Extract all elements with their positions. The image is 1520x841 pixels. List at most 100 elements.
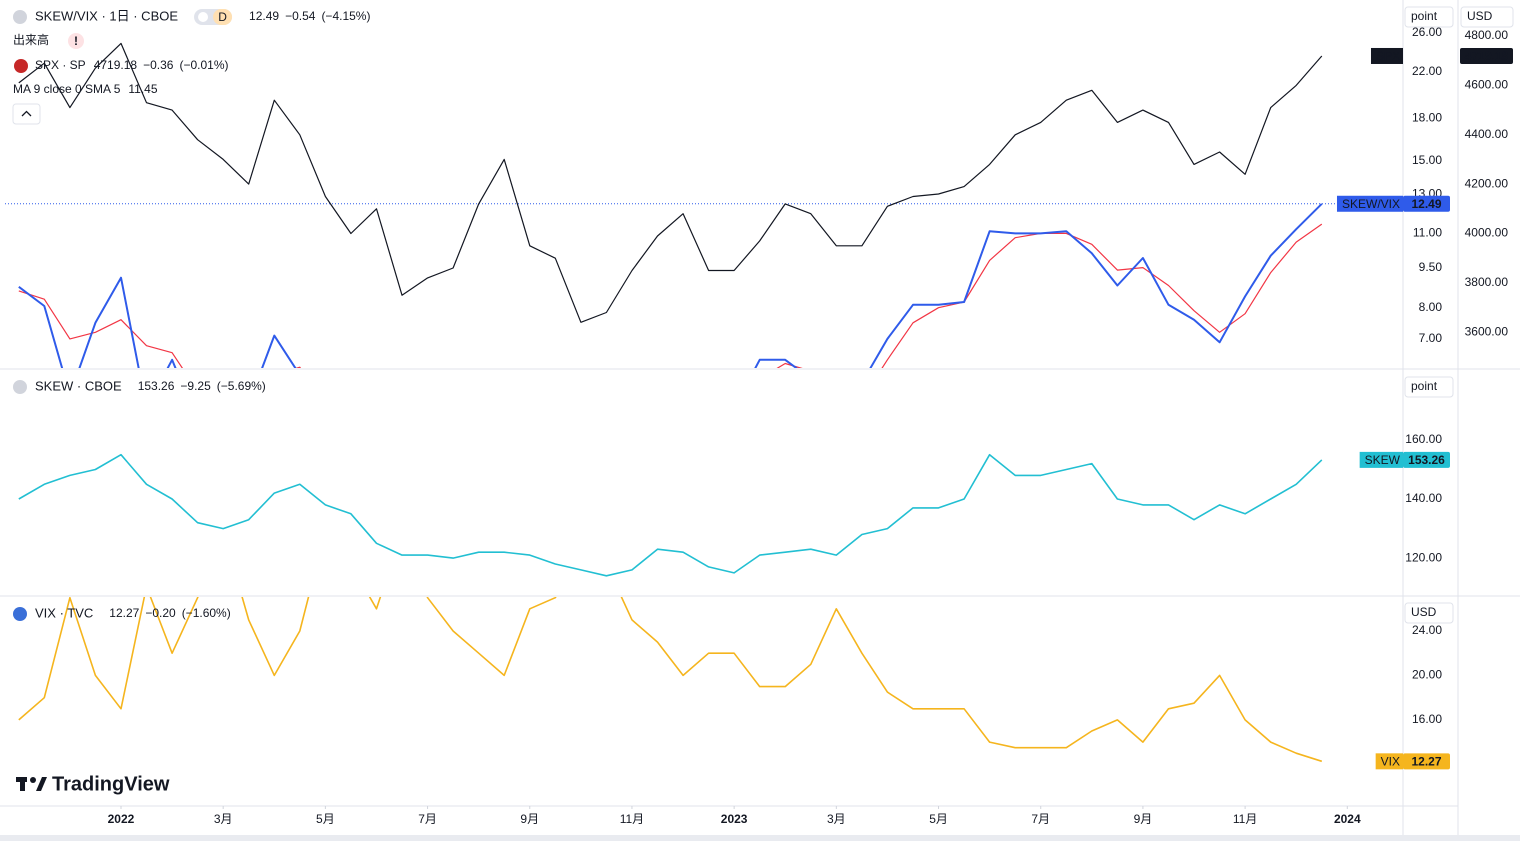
price-tag-name: SKEW/VIX [1342,197,1400,211]
legend-value: 12.27 [109,606,139,620]
price-tag [1375,753,1403,770]
axis-button [1404,376,1454,398]
legend-change: −0.36 [143,58,174,72]
y-tick-label: 7.00 [1419,331,1443,345]
x-tick-label: 3月 [214,812,233,826]
tradingview-logo [16,777,47,791]
x-tick-label: 5月 [316,812,335,826]
legend-change-pct: (−0.01%) [179,58,228,72]
bottom-bar [0,835,1520,841]
y2-tick-label: 4000.00 [1465,226,1509,240]
plot [18,453,1323,577]
x-tick-label: 2022 [108,812,135,826]
y-tick-label: 120.00 [1405,550,1442,564]
legend-change: −9.25 [180,379,211,393]
symbol-icon [13,380,27,394]
x-tick-label: 3月 [827,812,846,826]
x-tick-label: 2024 [1334,812,1361,826]
y2-tick-label: 4800.00 [1465,28,1509,42]
price-tag-value: 4719.18 [1465,49,1509,63]
price-tag-value: 12.27 [1411,755,1441,769]
legend-value: 12.49 [249,9,279,23]
x-tick-label: 7月 [418,812,437,826]
legend-change-pct: (−4.15%) [321,9,370,23]
price-tag [1336,195,1403,212]
legend-title: VIX · TVC [35,605,93,620]
series-line [18,42,1323,323]
y2-tick-label: 4400.00 [1465,127,1509,141]
plot [18,597,1323,763]
axis-button [1460,6,1514,28]
y-tick-label: 8.00 [1419,300,1443,314]
axis-button [1404,6,1454,28]
y2-tick-label: 4200.00 [1465,176,1509,190]
collapse-icon [21,110,32,117]
x-tick-label: 11月 [1233,812,1257,826]
legend-title: SKEW/VIX · 1日 · CBOE [35,8,178,23]
legend-title: SKEW · CBOE [35,378,122,393]
legend-value: 11.45 [128,82,157,96]
axis-button-label[interactable]: USD [1467,9,1493,23]
legend-value: 4719.18 [94,58,138,72]
price-tag [1359,451,1403,468]
series-line [18,223,1323,368]
plot [5,42,1403,368]
series-line [18,597,1323,763]
x-tick-label: 5月 [929,812,948,826]
x-tick-label: 9月 [1134,812,1153,826]
x-tick-label: 2023 [721,812,748,826]
y-tick-label: 26.00 [1412,25,1442,39]
symbol-icon [13,10,27,24]
interval: D [218,10,227,24]
x-tick-label: 11月 [620,812,644,826]
y-tick-label: 16.00 [1412,712,1442,726]
collapse-button[interactable] [12,103,41,125]
volume-label: 出来高 [13,32,49,47]
interval-badge [213,9,233,25]
price-tag-name: SPX [1376,49,1400,63]
y-tick-label: 160.00 [1405,432,1442,446]
brand: TradingView [52,773,170,795]
series-line [18,453,1323,577]
x-tick-label: 9月 [520,812,539,826]
series-line [18,203,1323,368]
legend-change-pct: (−1.60%) [182,606,231,620]
price-tag [1403,753,1450,770]
legend-title: MA 9 close 0 SMA 5 [13,82,121,96]
y-tick-label: 15.00 [1412,153,1442,167]
price-tag-value: 12.49 [1411,197,1441,211]
symbol-icon [13,607,27,621]
y-tick-label: 18.00 [1412,111,1442,125]
y-tick-label: 20.00 [1412,668,1442,682]
legend-value: 153.26 [138,379,175,393]
y-tick-label: 24.00 [1412,623,1442,637]
price-tag [1403,195,1450,212]
legend-change: −0.54 [285,9,316,23]
price-tag-value: 153.26 [1408,453,1445,467]
price-tag-name: VIX [1381,755,1400,769]
axis-button-label[interactable]: point [1411,379,1438,393]
axis-button-label[interactable]: USD [1411,605,1437,619]
axis-button-label[interactable]: point [1411,9,1438,23]
legend-title: SPX · SP [35,58,86,72]
price-tag [1370,47,1403,64]
y-tick-label: 9.50 [1419,260,1443,274]
interval-toggle-knob [198,12,209,22]
y2-tick-label: 4600.00 [1465,78,1509,92]
x-tick-label: 7月 [1031,812,1050,826]
legend-change: −0.20 [145,606,176,620]
price-tag [1403,451,1450,468]
volume-warning-mark: ! [74,34,78,48]
y-tick-label: 22.00 [1412,64,1442,78]
legend-change-pct: (−5.69%) [217,379,266,393]
symbol-icon [14,59,28,73]
y2-tick-label: 3600.00 [1465,324,1509,338]
axis-button [1404,602,1454,624]
price-tag [1460,47,1513,64]
y2-tick-label: 3800.00 [1465,275,1509,289]
y-tick-label: 140.00 [1405,491,1442,505]
price-tag-name: SKEW [1365,453,1401,467]
y-tick-label: 11.00 [1413,226,1442,240]
